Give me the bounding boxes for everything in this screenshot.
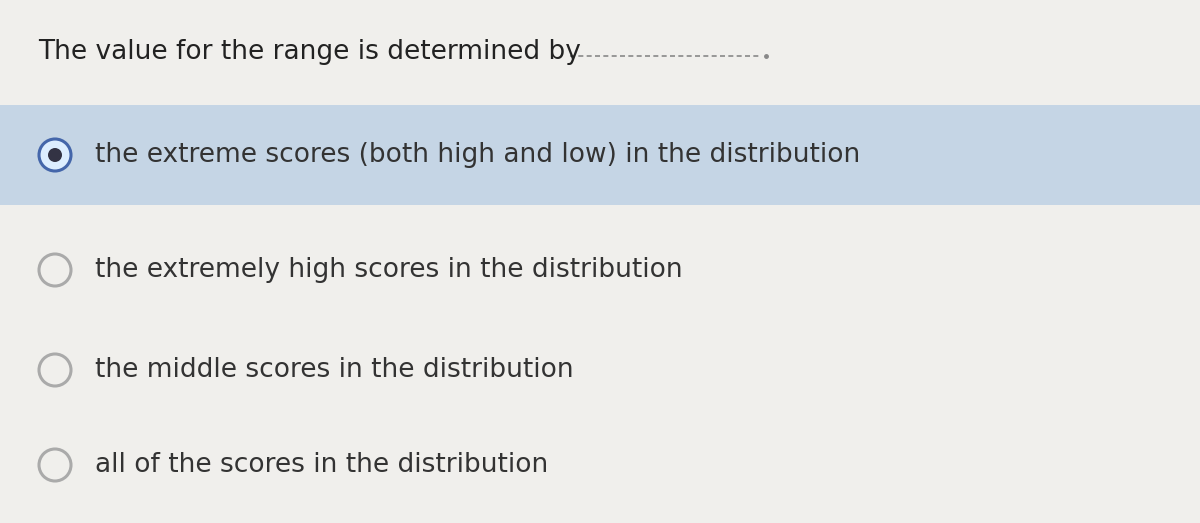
Text: the middle scores in the distribution: the middle scores in the distribution <box>95 357 574 383</box>
Text: the extreme scores (both high and low) in the distribution: the extreme scores (both high and low) i… <box>95 142 860 168</box>
Circle shape <box>38 449 71 481</box>
Text: the extremely high scores in the distribution: the extremely high scores in the distrib… <box>95 257 683 283</box>
Circle shape <box>38 254 71 286</box>
Circle shape <box>38 354 71 386</box>
Text: all of the scores in the distribution: all of the scores in the distribution <box>95 452 548 478</box>
Circle shape <box>48 148 62 162</box>
Circle shape <box>38 139 71 171</box>
Bar <box>0 105 1200 205</box>
Text: The value for the range is determined by: The value for the range is determined by <box>38 39 581 65</box>
